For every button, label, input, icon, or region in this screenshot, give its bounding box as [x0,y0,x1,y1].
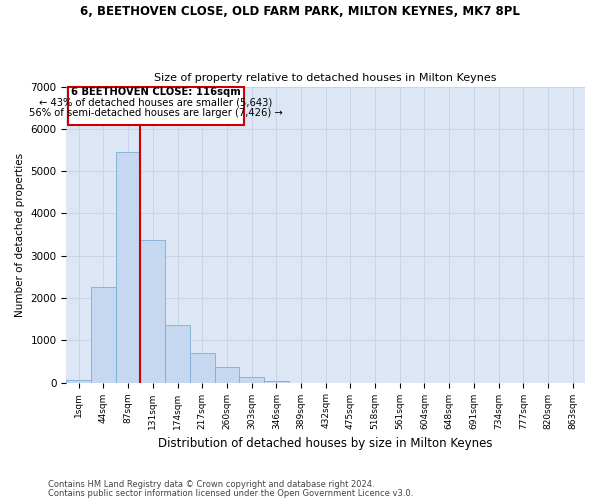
Bar [264,380,289,382]
X-axis label: Distribution of detached houses by size in Milton Keynes: Distribution of detached houses by size … [158,437,493,450]
Y-axis label: Number of detached properties: Number of detached properties [15,152,25,316]
FancyBboxPatch shape [68,88,244,124]
Bar [165,326,190,382]
Text: ← 43% of detached houses are smaller (5,643): ← 43% of detached houses are smaller (5,… [39,98,272,108]
Text: 6 BEETHOVEN CLOSE: 116sqm: 6 BEETHOVEN CLOSE: 116sqm [71,87,241,97]
Text: Contains public sector information licensed under the Open Government Licence v3: Contains public sector information licen… [48,488,413,498]
Text: 56% of semi-detached houses are larger (7,426) →: 56% of semi-detached houses are larger (… [29,108,283,118]
Bar [239,378,264,382]
Title: Size of property relative to detached houses in Milton Keynes: Size of property relative to detached ho… [154,73,497,83]
Text: 6, BEETHOVEN CLOSE, OLD FARM PARK, MILTON KEYNES, MK7 8PL: 6, BEETHOVEN CLOSE, OLD FARM PARK, MILTO… [80,5,520,18]
Bar [91,288,116,382]
Text: Contains HM Land Registry data © Crown copyright and database right 2024.: Contains HM Land Registry data © Crown c… [48,480,374,489]
Bar [116,152,140,382]
Bar [190,353,215,382]
Bar [67,380,91,382]
Bar [215,366,239,382]
Bar [140,240,165,382]
